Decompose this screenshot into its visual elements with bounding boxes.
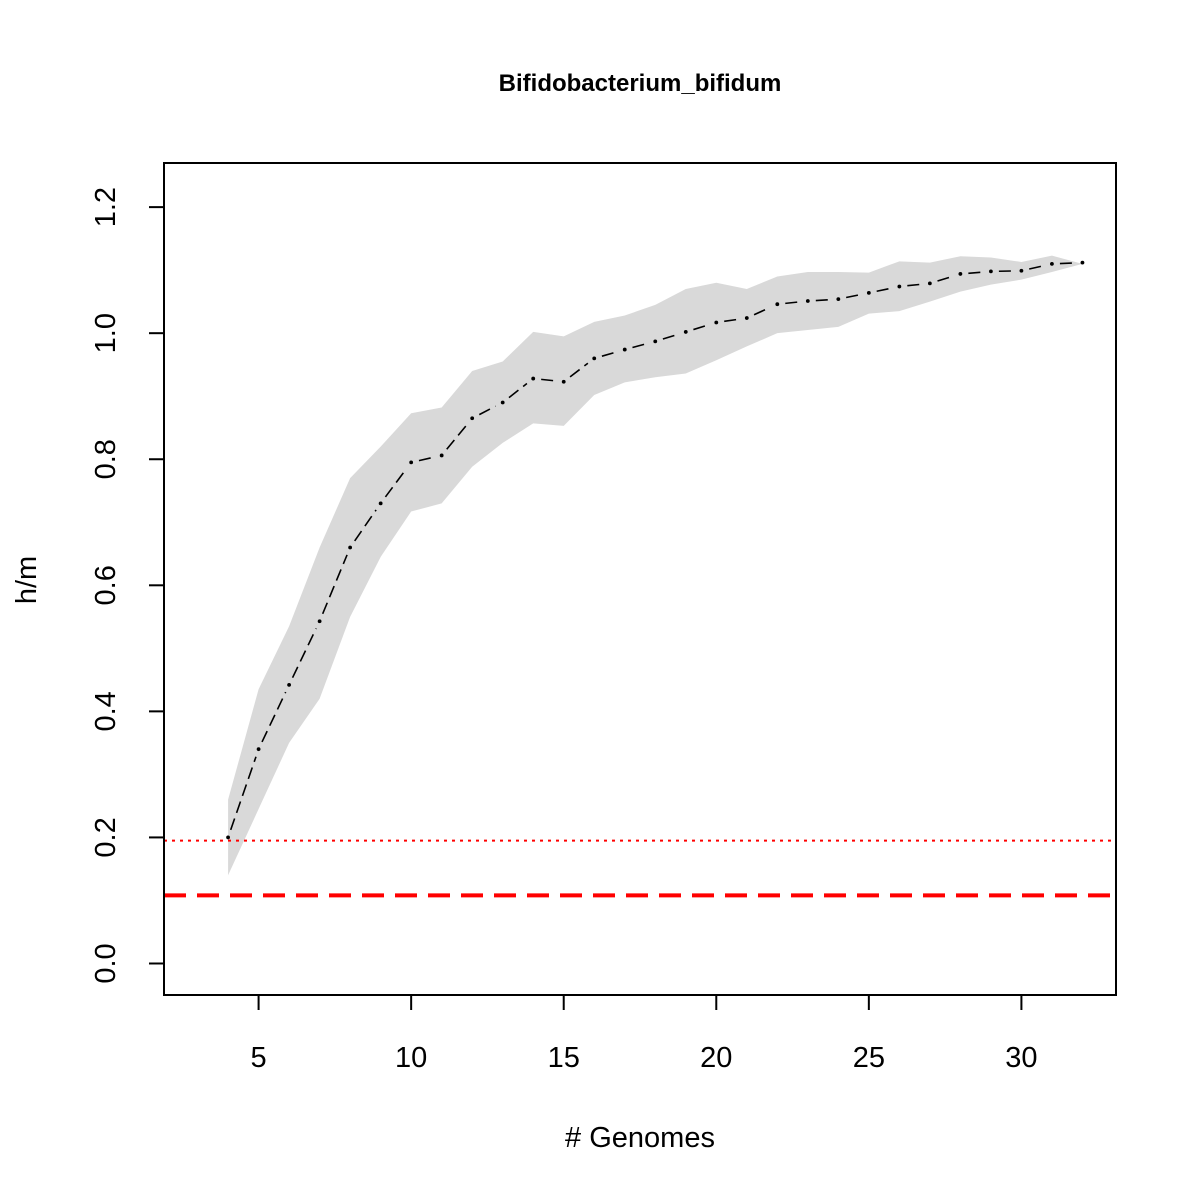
data-point — [500, 400, 505, 405]
data-point — [226, 835, 230, 840]
data-point — [470, 416, 475, 421]
series-layer — [226, 260, 1085, 840]
data-point — [653, 339, 658, 344]
series-segment — [907, 283, 922, 287]
data-point — [714, 320, 719, 325]
chart-title: Bifidobacterium_bifidum — [499, 70, 782, 97]
y-tick-label: 0.2 — [90, 817, 122, 857]
y-tick-label: 1.0 — [90, 313, 122, 353]
reference-lines — [164, 839, 1116, 898]
series-segment — [569, 362, 589, 378]
x-axis: 5 10 15 20 25 30 — [251, 994, 1038, 1074]
series-segment — [937, 275, 953, 282]
data-point — [592, 356, 597, 361]
series-segment — [662, 333, 679, 340]
data-point — [287, 682, 292, 687]
series-segment — [384, 468, 408, 498]
series-segment — [846, 293, 862, 299]
data-point — [866, 290, 871, 295]
series-segment — [478, 405, 496, 416]
data-point — [1080, 260, 1085, 265]
y-tick-label: 0.8 — [90, 439, 122, 479]
data-point — [409, 460, 414, 465]
series-segment — [785, 301, 800, 305]
y-tick-label: 0.6 — [90, 565, 122, 605]
series-segment — [508, 382, 528, 399]
series-segment — [601, 351, 618, 357]
data-point — [348, 545, 353, 550]
series-segment — [446, 423, 468, 450]
y-axis: 0.0 0.2 0.4 0.6 0.8 1.0 1.2 — [90, 187, 165, 984]
data-point — [683, 330, 688, 334]
data-point — [256, 747, 261, 752]
x-tick-label: 25 — [853, 1042, 885, 1074]
data-point — [927, 281, 932, 286]
series-segment — [291, 628, 317, 679]
data-point — [958, 272, 963, 276]
series-segment — [968, 271, 983, 275]
data-point — [622, 347, 627, 352]
y-tick-label: 1.2 — [90, 187, 122, 227]
data-point — [1019, 268, 1024, 273]
series-segment — [815, 298, 831, 302]
series-segment — [876, 287, 892, 293]
series-segment — [724, 318, 739, 323]
y-tick-label: 0.0 — [90, 943, 122, 983]
data-point — [439, 453, 444, 458]
series-segment — [229, 756, 257, 831]
x-tick-label: 20 — [700, 1042, 732, 1074]
data-point — [531, 376, 536, 381]
x-axis-label: # Genomes — [565, 1122, 715, 1154]
series-segment — [418, 456, 435, 462]
data-point — [775, 302, 780, 307]
x-tick-label: 15 — [548, 1042, 580, 1074]
data-point — [378, 501, 383, 506]
series-segment — [261, 691, 287, 743]
data-point — [988, 269, 993, 274]
x-tick-label: 30 — [1005, 1042, 1037, 1074]
y-tick-label: 0.4 — [90, 691, 122, 731]
x-tick-label: 10 — [395, 1042, 427, 1074]
series-segment — [1059, 262, 1075, 265]
data-point — [897, 284, 902, 289]
series-segment — [753, 306, 771, 316]
series-segment — [1029, 264, 1045, 270]
x-tick-label: 5 — [251, 1042, 267, 1074]
series-segment — [632, 342, 648, 349]
data-point — [317, 619, 322, 624]
confidence-band — [228, 255, 1083, 876]
y-axis-label: h/m — [11, 556, 43, 604]
data-point — [744, 316, 749, 320]
data-point — [836, 297, 841, 302]
data-point — [561, 379, 566, 384]
series-segment — [321, 554, 348, 615]
series-segment — [541, 378, 556, 382]
band-area — [228, 255, 1083, 876]
series-segment — [693, 324, 709, 331]
data-point — [1050, 261, 1054, 266]
data-point — [805, 299, 810, 303]
series-segment — [354, 509, 377, 542]
